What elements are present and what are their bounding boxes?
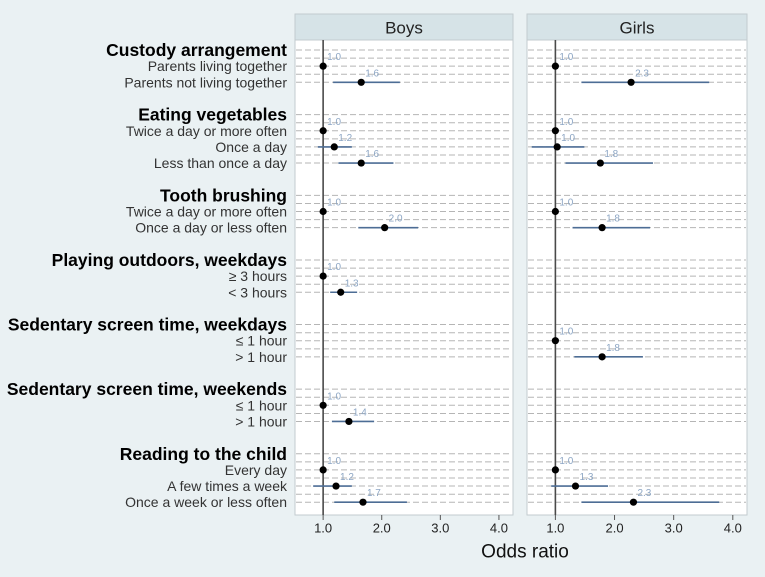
x-tick-label: 1.0 <box>314 521 332 536</box>
panel-header <box>294 13 514 41</box>
row-label: Twice a day or more often <box>126 204 287 220</box>
value-label: 1.6 <box>365 68 379 79</box>
x-axis-label: Odds ratio <box>481 542 569 563</box>
value-label: 1.0 <box>561 133 575 144</box>
row-label: Once a day or less often <box>135 220 287 236</box>
estimate-dot <box>330 143 338 151</box>
row-label: A few times a week <box>167 478 288 494</box>
value-label: 2.3 <box>635 68 649 79</box>
estimate-dot <box>571 482 580 490</box>
panel-title: Girls <box>620 19 655 38</box>
value-label: 1.0 <box>559 117 573 128</box>
value-label: 1.8 <box>604 149 618 160</box>
row-label: > 1 hour <box>235 413 287 429</box>
x-tick-label: 2.0 <box>605 521 623 536</box>
value-label: 1.0 <box>327 117 341 128</box>
panel-girls: Girls 1.0 2.3 1.0 1.0 1.8 1.0 1.8 1.0 1.8 1.0 1.3 2.… <box>526 13 748 536</box>
value-label: 1.2 <box>338 133 352 144</box>
estimate-dot <box>598 353 606 361</box>
row-label: Parents living together <box>148 58 288 74</box>
estimate-dot <box>627 78 635 86</box>
group-heading: Tooth brushing <box>160 185 287 205</box>
estimate-dot <box>629 498 638 506</box>
estimate-dot <box>596 159 604 167</box>
estimate-dot <box>357 78 365 86</box>
row-label: ≤ 1 hour <box>236 333 288 349</box>
row-label: < 3 hours <box>228 284 287 300</box>
value-label: 1.7 <box>367 488 381 499</box>
panel-boys: Boys 1.0 1.6 1.0 1.2 1.6 1.0 2.0 1.0 1.3 1.0 1.4 1.0… <box>294 13 514 536</box>
row-label: ≥ 3 hours <box>229 268 287 284</box>
estimate-dot <box>551 207 559 216</box>
estimate-dot <box>337 288 345 296</box>
group-heading: Sedentary screen time, weekdays <box>8 315 287 335</box>
row-label: Parents not living together <box>124 74 287 90</box>
value-label: 1.2 <box>340 472 354 483</box>
estimate-dot <box>357 159 365 167</box>
value-label: 1.0 <box>327 391 341 402</box>
value-label: 2.0 <box>389 214 403 225</box>
value-label: 1.6 <box>365 149 379 160</box>
value-label: 1.0 <box>559 198 573 209</box>
group-heading: Sedentary screen time, weekends <box>7 379 287 399</box>
estimate-dot <box>553 143 561 151</box>
estimate-dot <box>551 62 559 70</box>
estimate-dot <box>319 207 327 216</box>
panel-title: Boys <box>385 19 423 38</box>
row-label: Once a week or less often <box>125 494 287 510</box>
value-label: 1.0 <box>327 52 341 63</box>
estimate-dot <box>319 127 327 135</box>
estimate-dot <box>551 466 559 474</box>
value-label: 1.3 <box>345 278 359 289</box>
x-tick-label: 2.0 <box>373 521 391 536</box>
estimate-dot <box>598 224 606 232</box>
value-label: 1.0 <box>559 456 573 467</box>
x-tick-label: 1.0 <box>546 521 564 536</box>
x-tick-label: 4.0 <box>490 521 508 536</box>
x-tick-label: 4.0 <box>724 521 742 536</box>
value-label: 1.0 <box>327 262 341 273</box>
panel-header <box>526 13 748 41</box>
x-tick-label: 3.0 <box>431 521 449 536</box>
estimate-dot <box>359 498 367 506</box>
value-label: 1.0 <box>559 327 573 338</box>
value-label: 1.8 <box>606 343 620 354</box>
x-tick-label: 3.0 <box>665 521 683 536</box>
value-label: 1.0 <box>327 456 341 467</box>
value-label: 2.3 <box>637 488 651 499</box>
value-label: 1.8 <box>606 214 620 225</box>
value-label: 1.4 <box>353 407 367 418</box>
group-heading: Custody arrangement <box>106 40 287 60</box>
estimate-dot <box>319 62 327 70</box>
estimate-dot <box>345 417 353 426</box>
row-label: > 1 hour <box>235 349 287 365</box>
value-label: 1.3 <box>579 472 593 483</box>
plot-area <box>526 39 748 516</box>
row-label: Once a day <box>215 139 287 155</box>
estimate-dot <box>319 401 327 409</box>
plot-area <box>294 39 514 516</box>
estimate-dot <box>551 337 559 345</box>
row-label: Less than once a day <box>154 155 287 171</box>
value-label: 1.0 <box>327 198 341 209</box>
group-heading: Eating vegetables <box>138 105 287 125</box>
estimate-dot <box>551 127 559 135</box>
group-heading: Reading to the child <box>120 444 287 464</box>
estimate-dot <box>319 466 327 474</box>
estimate-dot <box>381 224 389 232</box>
row-label: Twice a day or more often <box>126 123 287 139</box>
row-label: ≤ 1 hour <box>236 397 288 413</box>
estimate-dot <box>319 272 327 280</box>
estimate-dot <box>332 482 340 490</box>
group-heading: Playing outdoors, weekdays <box>52 250 288 270</box>
value-label: 1.0 <box>559 52 573 63</box>
row-label: Every day <box>225 462 287 478</box>
